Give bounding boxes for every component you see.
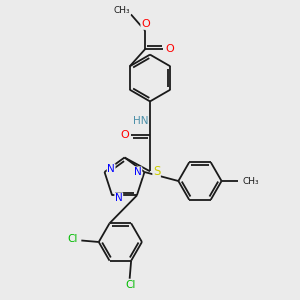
- Text: N: N: [134, 167, 142, 177]
- Text: N: N: [107, 164, 115, 174]
- Text: S: S: [153, 165, 160, 178]
- Text: Cl: Cl: [125, 280, 135, 290]
- Text: N: N: [115, 193, 123, 203]
- Text: O: O: [141, 19, 150, 29]
- Text: CH₃: CH₃: [114, 6, 130, 15]
- Text: O: O: [120, 130, 129, 140]
- Text: Cl: Cl: [68, 234, 78, 244]
- Text: O: O: [165, 44, 174, 54]
- Text: CH₃: CH₃: [242, 176, 259, 185]
- Text: HN: HN: [133, 116, 148, 126]
